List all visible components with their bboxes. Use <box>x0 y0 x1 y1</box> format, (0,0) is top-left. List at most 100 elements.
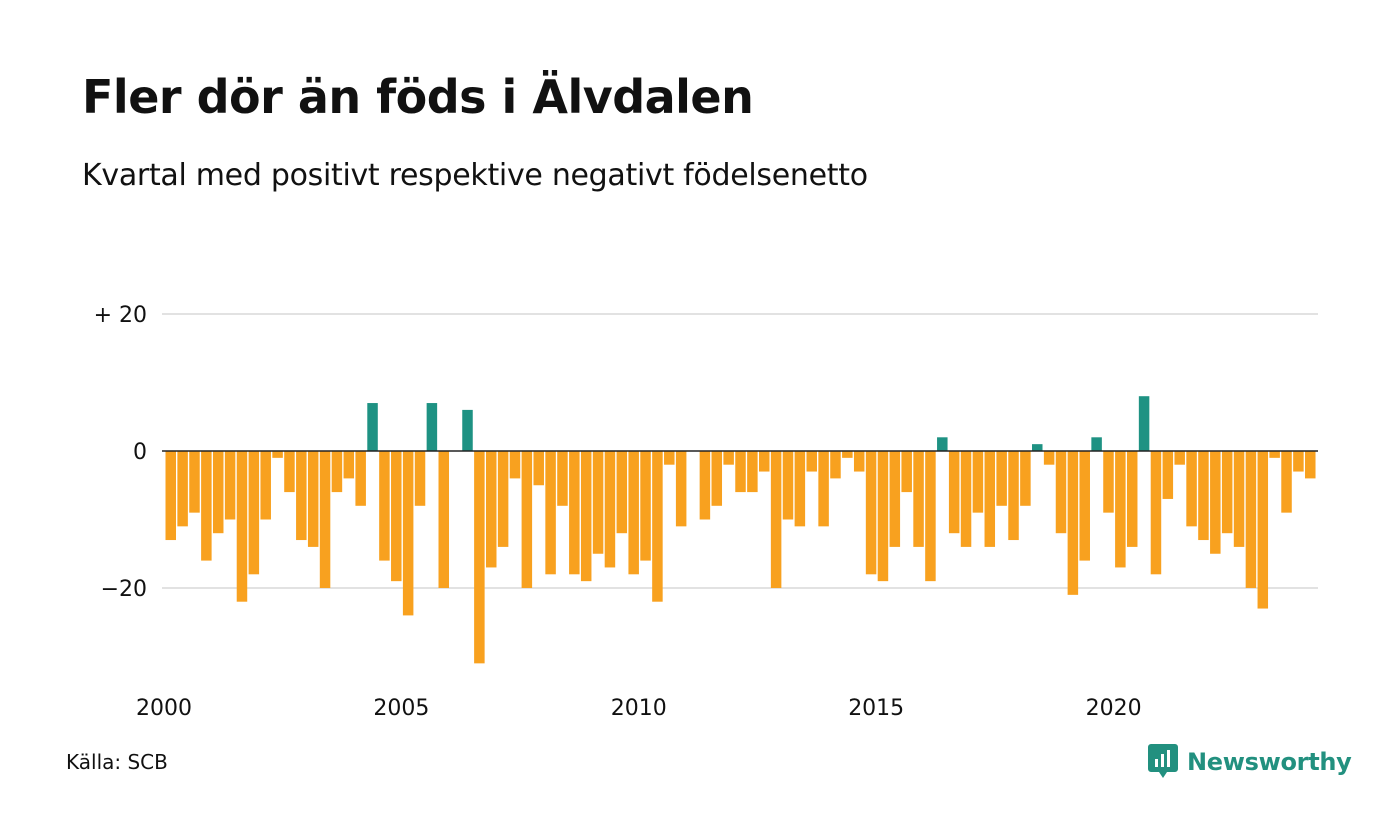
brand-name: Newsworthy <box>1187 748 1352 776</box>
bar <box>877 451 889 582</box>
bar <box>1043 451 1055 465</box>
bar <box>664 451 675 465</box>
bar <box>521 451 533 588</box>
y-tick-label: −20 <box>101 577 147 602</box>
bar <box>996 451 1007 506</box>
bar <box>296 451 307 541</box>
bar <box>402 451 414 616</box>
bar <box>901 451 912 493</box>
bar <box>343 451 355 479</box>
chart-subtitle: Kvartal med positivt respektive negativt… <box>82 158 868 193</box>
bar <box>1008 451 1019 541</box>
bar <box>889 451 901 547</box>
bar <box>414 451 426 506</box>
bar <box>248 451 260 575</box>
bar <box>925 451 936 582</box>
bar <box>759 451 770 472</box>
bar <box>652 451 663 602</box>
bar <box>497 451 509 547</box>
bar <box>485 451 497 568</box>
bar <box>1103 451 1114 513</box>
bar <box>1305 451 1316 479</box>
bar <box>272 451 283 458</box>
bar <box>580 451 592 582</box>
bar <box>1293 451 1304 472</box>
bar <box>391 451 402 582</box>
bar <box>569 451 580 575</box>
bar <box>426 403 438 451</box>
bars <box>165 396 1316 664</box>
bar <box>509 451 521 479</box>
bar <box>1138 396 1150 451</box>
bar <box>1162 451 1174 499</box>
bar <box>1032 444 1043 451</box>
bar <box>260 451 271 520</box>
bar <box>1269 451 1280 458</box>
bar <box>307 451 319 547</box>
bar <box>711 451 723 506</box>
bar <box>1245 451 1257 588</box>
bar <box>1079 451 1090 561</box>
bar <box>165 451 176 541</box>
bar <box>699 451 711 520</box>
bar <box>1198 451 1209 541</box>
bar <box>1221 451 1233 534</box>
bar <box>984 451 996 547</box>
bar <box>284 451 295 493</box>
bar <box>616 451 628 534</box>
bar <box>1233 451 1245 547</box>
bar <box>1257 451 1269 609</box>
bar <box>1210 451 1221 554</box>
x-axis-labels: 2000 2005 2010 2015 2020 <box>136 696 1142 721</box>
bar <box>367 403 378 451</box>
bar <box>379 451 390 561</box>
bar <box>972 451 984 513</box>
bar <box>592 451 604 554</box>
bar <box>355 451 366 506</box>
bar <box>189 451 200 513</box>
bar <box>1067 451 1079 595</box>
newsworthy-logo-icon <box>1148 744 1178 778</box>
bar <box>1115 451 1126 568</box>
bar <box>948 451 960 534</box>
bar <box>913 451 924 547</box>
x-tick-label: 2005 <box>373 696 429 721</box>
bar <box>865 451 877 575</box>
source-note: Källa: SCB <box>66 750 168 774</box>
bar <box>201 451 212 561</box>
bar <box>604 451 616 568</box>
bar <box>1186 451 1197 527</box>
x-tick-label: 2015 <box>848 696 904 721</box>
bar <box>236 451 248 602</box>
bar <box>937 437 948 451</box>
bar <box>794 451 806 527</box>
bar <box>557 451 568 506</box>
bar <box>818 451 829 527</box>
y-tick-label: 0 <box>133 440 147 465</box>
bar <box>319 451 331 588</box>
bar <box>224 451 236 520</box>
bar <box>628 451 639 575</box>
bar <box>830 451 841 479</box>
x-tick-label: 2010 <box>611 696 667 721</box>
bar <box>1174 451 1185 465</box>
x-tick-label: 2000 <box>136 696 192 721</box>
chart-title: Fler dör än föds i Älvdalen <box>82 70 754 124</box>
bar <box>331 451 343 493</box>
bar <box>474 451 485 664</box>
bar <box>212 451 224 534</box>
bar <box>1150 451 1162 575</box>
newsworthy-logo: Newsworthy <box>1148 744 1352 780</box>
y-tick-label: + 20 <box>94 303 147 328</box>
bar <box>782 451 794 520</box>
bar <box>842 451 853 458</box>
bar <box>770 451 782 588</box>
bar <box>1126 451 1138 547</box>
bar <box>545 451 556 575</box>
bar <box>723 451 734 465</box>
y-axis-labels: + 20 0 −20 <box>94 303 147 602</box>
bar <box>735 451 746 493</box>
bar <box>1281 451 1292 513</box>
bar <box>747 451 758 493</box>
